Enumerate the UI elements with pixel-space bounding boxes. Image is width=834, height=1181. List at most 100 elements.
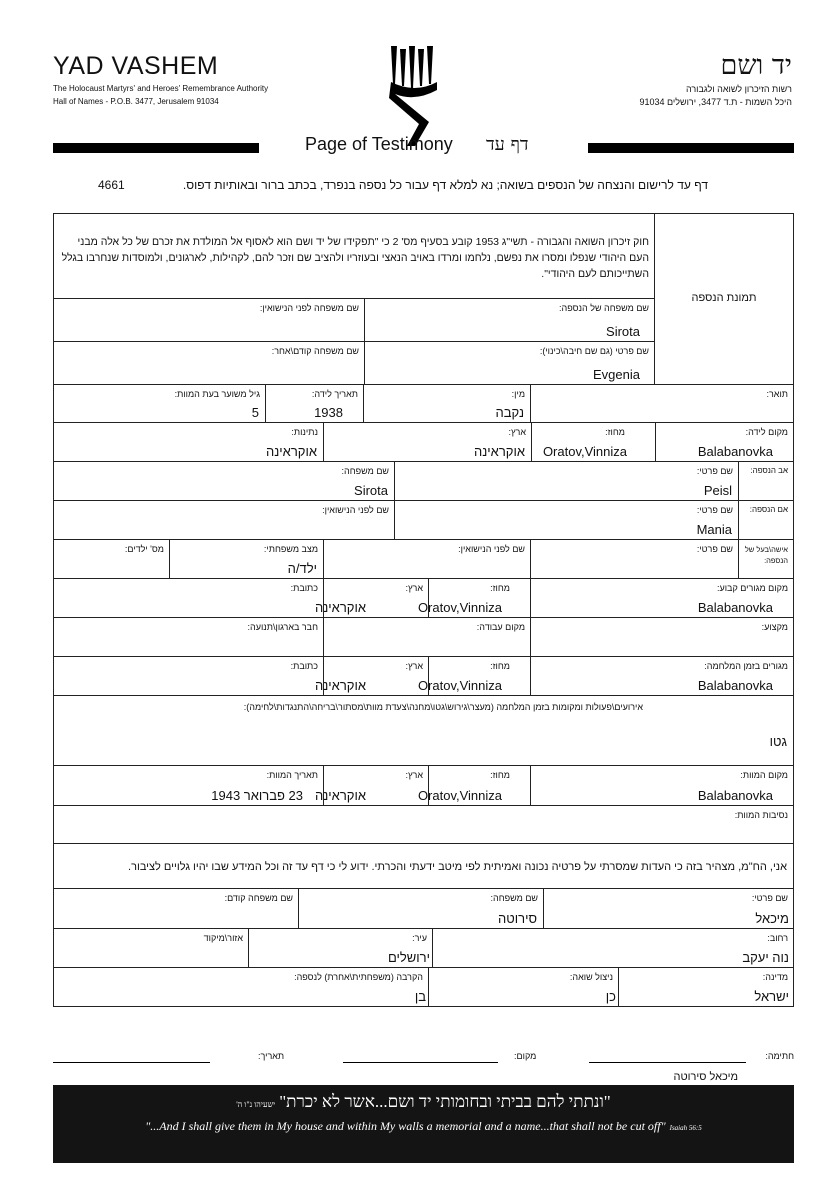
residence-district-field[interactable]: מחוז: Oratov,Vinniza (418, 578, 531, 618)
victim-age-field[interactable]: גיל משוער בעת המוות: 5 (53, 384, 266, 423)
field-value: Oratov,Vinniza (542, 444, 627, 459)
intro-law-box: חוק זיכרון השואה והגבורה - תשי"ג 1953 קו… (53, 213, 655, 299)
workplace-field[interactable]: מקום עבודה: (323, 617, 531, 657)
submitter-last-name-field[interactable]: שם משפחה: סירוטה (298, 888, 544, 929)
residence-place-field[interactable]: מקום מגורים קבוע: Balabanovka (530, 578, 794, 618)
field-label: שם פרטי: (751, 893, 788, 903)
field-value: ילד/ה (287, 561, 317, 576)
field-label: מקום מגורים קבוע: (716, 583, 788, 593)
field-label: הקרבה (משפחתית\אחרת) לנספה: (294, 972, 423, 982)
field-label: אב הנספה: (750, 466, 788, 475)
victim-birth-country-field[interactable]: ארץ: אוקראינה (323, 422, 532, 462)
field-label: מקום עבודה: (476, 622, 525, 632)
field-label: נסיבות המוות: (734, 810, 788, 820)
death-date-field[interactable]: תאריך המוות: 23 פברואר 1943 (53, 765, 324, 806)
field-label: נתינות: (291, 427, 318, 437)
submitter-first-name-field[interactable]: שם פרטי: מיכאל (543, 888, 794, 929)
field-value: נוה יעקב (742, 950, 789, 965)
field-label: אישה\בעל של הנספה: (744, 545, 788, 565)
quote-source-he: ישעיהו נ"ו ה' (236, 1100, 276, 1109)
victim-last-name-field[interactable]: שם משפחה של הנספה: Sirota (364, 298, 655, 342)
field-label: מחוז: (605, 427, 625, 437)
submitter-country-field[interactable]: מדינה: ישראל (618, 967, 794, 1007)
org-address-en: Hall of Names - P.O.B. 3477, Jerusalem 9… (53, 97, 219, 106)
quote-en: "...And I shall give them in My house an… (145, 1119, 666, 1133)
survivor-field[interactable]: ניצול שואה: כן (428, 967, 619, 1007)
submitter-prev-name-field[interactable]: שם משפחה קודם: (53, 888, 299, 929)
mother-maiden-name-field[interactable]: שם לפני הנישואין: (53, 500, 395, 540)
field-label: שם לפני הנישואין: (458, 544, 525, 554)
date-line[interactable] (53, 1062, 210, 1063)
marital-status-field[interactable]: מצב משפחתי: ילד/ה (169, 539, 324, 579)
mother-group-label-cell: אם הנספה: (738, 500, 794, 540)
father-last-name-field[interactable]: שם משפחה: Sirota (53, 461, 395, 501)
victim-gender-field[interactable]: מין: נקבה (363, 384, 531, 423)
field-label: כתובת: (290, 661, 318, 671)
field-value: Peisl (703, 483, 732, 498)
wartime-address-field[interactable]: כתובת: (53, 656, 324, 696)
field-value: Balabanovka (697, 788, 773, 803)
field-label: מחוז: (490, 770, 510, 780)
declaration-box: אני, הח"מ, מצהיר בזה כי העדות שמסרתי על … (53, 843, 794, 889)
victim-birth-date-field[interactable]: תאריך לידה: 1938 (265, 384, 364, 423)
death-country-field[interactable]: ארץ: אוקראינה (315, 765, 429, 806)
death-circumstances-field[interactable]: נסיבות המוות: (53, 805, 794, 844)
signature-line[interactable] (589, 1062, 746, 1063)
submitter-city-field[interactable]: עיר: ירושלים (248, 928, 433, 968)
field-label: מחוז: (490, 661, 510, 671)
relation-field[interactable]: הקרבה (משפחתית\אחרת) לנספה: בן (53, 967, 429, 1007)
death-district-field[interactable]: מחוז: Oratov,Vinniza (418, 765, 531, 806)
field-label: שם פרטי (גם שם חיבה\כינוי): (539, 346, 649, 356)
org-subtitle-en: The Holocaust Martyrs' and Heroes' Remem… (53, 84, 269, 93)
field-label: מקצוע: (761, 622, 788, 632)
wartime-country-field[interactable]: ארץ: אוקראינה (315, 656, 429, 696)
form-number: 4661 (98, 178, 125, 192)
field-value: 5 (251, 405, 259, 420)
field-value: ישראל (754, 989, 789, 1004)
field-value: 1938 (314, 405, 343, 420)
victim-maiden-name-field[interactable]: שם משפחה לפני הנישואין: (53, 298, 365, 342)
spouse-first-name-field[interactable]: שם פרטי: (530, 539, 739, 579)
residence-address-field[interactable]: כתובת: (53, 578, 324, 618)
field-value: אוקראינה (315, 788, 366, 803)
field-value: גטו (769, 734, 787, 749)
victim-birth-district-field[interactable]: מחוז: Oratov,Vinniza (531, 422, 656, 462)
photo-box[interactable]: תמונת הנספה (654, 213, 794, 385)
signature-label: חתימה: (765, 1051, 794, 1061)
wartime-district-field[interactable]: מחוז: Oratov,Vinniza (418, 656, 531, 696)
residence-country-field[interactable]: ארץ: אוקראינה (315, 578, 429, 618)
field-label: תאריך לידה: (311, 389, 358, 399)
submitter-zip-field[interactable]: אזור\מיקוד (53, 928, 249, 968)
field-label: ארץ: (405, 661, 424, 671)
children-count-field[interactable]: מס' ילדים: (53, 539, 170, 579)
field-value: Balabanovka (697, 678, 773, 693)
mother-first-name-field[interactable]: שם פרטי: Mania (394, 500, 739, 540)
victim-birth-place-field[interactable]: מקום לידה: Balabanovka (655, 422, 794, 462)
field-label: שם לפני הנישואין: (322, 505, 389, 515)
victim-nationality-field[interactable]: נתינות: אוקראינה (53, 422, 324, 462)
field-label: שם משפחה קודם: (224, 893, 293, 903)
wartime-events-field[interactable]: אירועים\פעולות ומקומות בזמן המלחמה (מעצר… (53, 695, 794, 766)
submitter-street-field[interactable]: רחוב: נוה יעקב (432, 928, 794, 968)
father-first-name-field[interactable]: שם פרטי: Peisl (394, 461, 739, 501)
profession-field[interactable]: מקצוע: (530, 617, 794, 657)
death-place-field[interactable]: מקום המוות: Balabanovka (530, 765, 794, 806)
victim-title-field[interactable]: תואר: (530, 384, 794, 423)
wartime-place-field[interactable]: מגורים בזמן המלחמה: Balabanovka (530, 656, 794, 696)
field-label: שם משפחה: (341, 466, 389, 476)
organization-field[interactable]: חבר בארגון\תנועה: (53, 617, 324, 657)
field-value: Oratov,Vinniza (417, 678, 502, 693)
declaration-text: אני, הח"מ, מצהיר בזה כי העדות שמסרתי על … (128, 861, 787, 873)
victim-prev-name-field[interactable]: שם משפחה קודם\אחר: (53, 341, 365, 385)
spouse-maiden-name-field[interactable]: שם לפני הנישואין: (323, 539, 531, 579)
field-label: גיל משוער בעת המוות: (174, 389, 260, 399)
victim-first-name-field[interactable]: שם פרטי (גם שם חיבה\כינוי): Evgenia (364, 341, 655, 385)
quote-source-en: Isaiah 56:5 (669, 1124, 702, 1132)
field-label: מין: (511, 389, 525, 399)
field-value: Oratov,Vinniza (417, 600, 502, 615)
instructions: דף עד לרישום והנצחה של הנספים בשואה; נא … (182, 178, 708, 192)
field-label: שם משפחה: (490, 893, 538, 903)
place-line[interactable] (343, 1062, 498, 1063)
field-label: חבר בארגון\תנועה: (247, 622, 319, 632)
field-label: אם הנספה: (749, 505, 788, 514)
